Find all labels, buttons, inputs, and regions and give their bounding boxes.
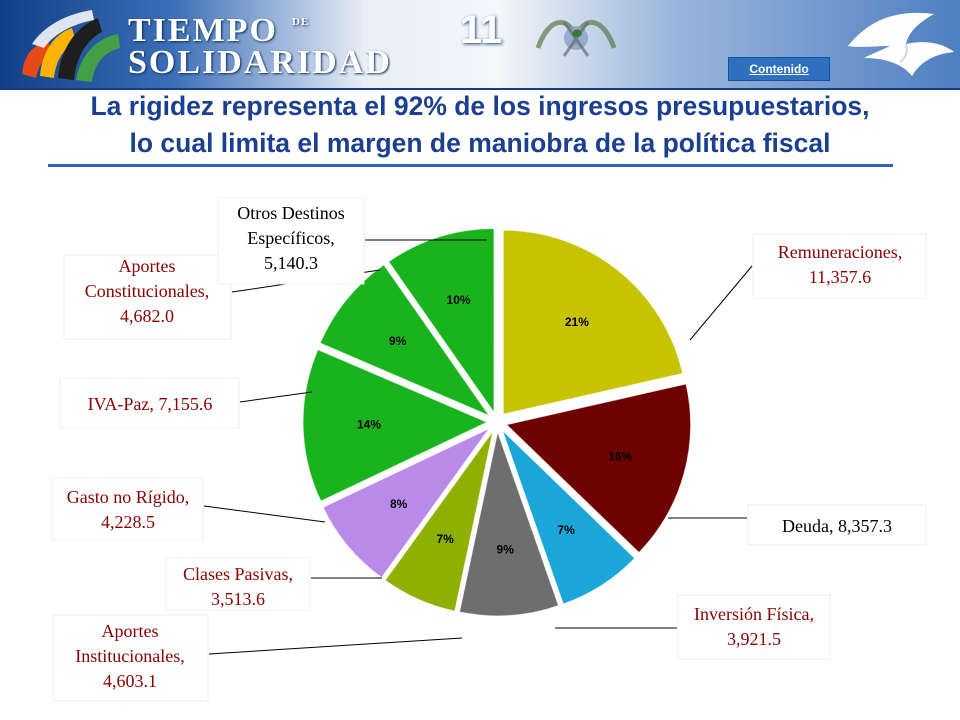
contents-link[interactable]: Contenido [728,57,830,81]
slice-shading-iva-paz [303,349,488,502]
pie-slices: 21% 16% 7% 9% 7% 8% 14% 9% 10% [302,227,692,617]
leader-line-iva-paz [239,391,313,403]
percent-label-inversion-fisica: 7% [557,523,575,537]
slide-number: 11 [460,8,503,52]
callout-label-aportes-institucionales: 4,603.1 [103,671,157,691]
callout-label-aportes-institucionales: Aportes [102,621,159,641]
percent-label-gasto-no-rigido: 8% [390,497,408,511]
callout-label-gasto-no-rigido: Gasto no Rígido, [67,487,190,507]
headline-underline [48,164,893,167]
headline: La rigidez representa el 92% de los ingr… [0,88,960,162]
callout-label-clases-pasivas: Clases Pasivas, [183,564,293,584]
callout-box-otros-destinos [217,197,365,285]
dove-icon [848,12,954,76]
percent-label-remuneraciones: 21% [565,315,589,329]
callout-label-otros-destinos: 5,140.3 [264,253,318,273]
headline-line2: lo cual limita el margen de maniobra de … [129,128,831,158]
percent-label-deuda: 16% [608,449,632,463]
callout-box-gasto-no-rigido [51,477,204,541]
callout-box-deuda [747,504,927,546]
slice-shading-deuda [506,383,691,553]
callout-label-remuneraciones: 11,357.6 [809,267,871,287]
callout-label-inversion-fisica: Inversión Física, [694,604,814,624]
percent-label-clases-pasivas: 7% [436,532,454,546]
percent-label-iva-paz: 14% [357,417,381,431]
leader-line-aportes-institucionales [208,637,463,655]
callout-box-aportes-institucionales [52,614,209,702]
logo-text-small: DE [292,16,310,28]
callout-label-remuneraciones: Remuneraciones, [778,242,902,262]
pie-callouts: Remuneraciones, 11,357.6 Deuda, 8,357.3 Inv… [51,197,927,702]
leader-line-remuneraciones [689,265,753,341]
callout-label-otros-destinos: Específicos, [247,228,334,248]
slice-shading-aportes-constitucionales [320,264,490,416]
leader-line-gasto-no-rigido [203,505,326,523]
callout-label-aportes-constitucionales: 4,682.0 [120,306,174,326]
callout-box-remuneraciones [752,233,927,299]
slice-shading-remuneraciones [503,230,683,415]
pie-chart: 21% 16% 7% 9% 7% 8% 14% 9% 10% Remuneraciones, 11… [51,197,927,702]
callout-box-clases-pasivas [165,557,311,611]
callout-box-inversion-fisica [677,594,831,660]
coat-of-arms-icon [535,19,617,57]
headline-line1: La rigidez representa el 92% de los ingr… [90,91,870,121]
slice-shading-aportes-institucionales [459,431,559,616]
percent-label-aportes-institucionales: 9% [497,543,515,557]
slice-shading-otros-destinos [388,228,494,413]
callout-label-aportes-institucionales: Institucionales, [75,646,184,666]
logo-text-line1: TIEMPO [128,12,278,49]
callout-label-deuda: Deuda, 8,357.3 [782,516,892,536]
callout-label-gasto-no-rigido: 4,228.5 [101,512,155,532]
callout-box-aportes-constitucionales [63,254,232,340]
callout-label-aportes-constitucionales: Aportes [119,256,176,276]
callout-label-inversion-fisica: 3,921.5 [727,629,781,649]
slice-shading-inversion-fisica [502,430,635,605]
callout-label-clases-pasivas: 3,513.6 [211,589,265,609]
slice-shading-clases-pasivas [385,431,493,612]
callout-box-iva-paz [59,377,240,429]
percent-label-otros-destinos: 10% [447,293,471,307]
callout-label-iva-paz: IVA-Paz, 7,155.6 [88,394,213,414]
callout-label-aportes-constitucionales: Constitucionales, [85,281,210,301]
percent-label-aportes-constitucionales: 9% [389,334,407,348]
hands-logo-icon [22,10,120,82]
logo-text-line2: SOLIDARIDAD [128,44,392,81]
slice-shading-gasto-no-rigido [323,428,490,578]
callout-label-otros-destinos: Otros Destinos [237,203,345,223]
header-banner: TIEMPO DE SOLIDARIDAD 11 Contenido [0,0,960,90]
